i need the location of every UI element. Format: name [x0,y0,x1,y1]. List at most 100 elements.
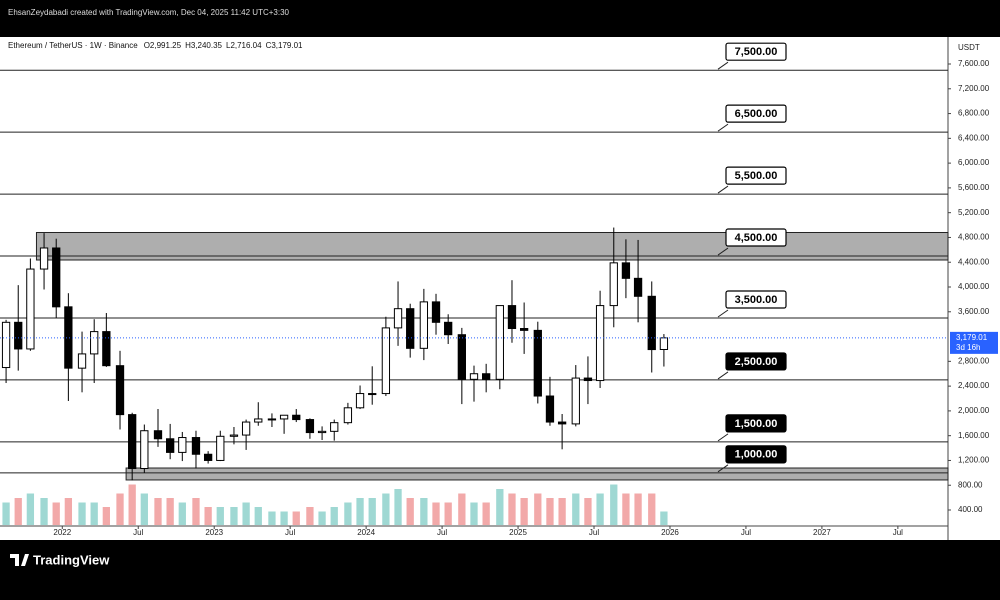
candle-body [267,418,277,421]
level-label: 2,500.00 [735,356,778,368]
candle-body [595,305,605,382]
y-tick-label: 3,600.00 [958,307,990,316]
volume-bar [330,507,338,525]
candle-body [292,414,301,421]
ohlc-key: O [144,41,150,50]
y-tick-label: 800.00 [958,480,983,489]
level-label: 1,000.00 [735,449,778,461]
x-tick-label: Jul [589,528,599,537]
credit: EhsanZeydabadi created with TradingView.… [8,8,290,17]
zone [125,467,949,481]
level-label: 6,500.00 [735,108,778,120]
ohlc-key: L [226,41,231,50]
candle-body [393,308,403,329]
volume-bar [204,507,212,525]
volume-bar [268,511,276,525]
x-tick-label: 2022 [53,528,71,537]
candle-body [166,438,175,453]
candle-body [77,353,87,369]
ohlc-value: 2,991.25 [150,41,182,50]
ohlc-value: 2,716.04 [230,41,262,50]
candle-body [343,407,353,424]
x-tick-label: Jul [285,528,295,537]
volume-bar [292,511,300,525]
volume-bar [444,502,452,525]
volume-bar [420,498,428,525]
volume-bar [634,493,642,525]
ohlc-value: 3,240.35 [191,41,223,50]
candle-body [254,418,263,423]
candle-body [444,321,453,336]
candle-body [533,329,542,397]
level-pointer [717,309,729,318]
level-label: 1,500.00 [735,418,778,430]
level-pointer [717,61,729,70]
volume-bar [520,498,528,525]
volume-bar [406,498,414,525]
volume-bar [596,493,604,525]
volume-bar [572,493,580,525]
candle-body [115,365,125,416]
level-pointer [717,464,729,473]
candle-body [52,247,61,308]
volume-bar [470,502,478,525]
candle-body [406,308,415,349]
level-box [725,352,787,371]
volume-bar [242,502,250,525]
volume-bar [2,502,10,525]
volume-bar [26,493,35,525]
x-tick-label: 2027 [813,528,831,537]
volume-bar [648,493,656,525]
x-tick-label: Jul [133,528,143,537]
volume-bar [496,489,504,525]
volume-bar [318,511,326,525]
candle-body [495,305,504,380]
volume-bar [102,507,110,525]
candle-body [241,421,251,436]
y-tick-label: 6,000.00 [958,158,990,167]
candle-body [153,430,163,440]
volume-bar [610,484,618,525]
level-box [725,228,787,247]
y-tick-label: 7,200.00 [958,84,990,93]
candle-body [26,268,35,350]
ohlc-key: H [185,41,191,50]
volume-bar [116,493,124,525]
candle-body [317,430,327,434]
volume-bar [660,511,668,525]
candle-body [621,262,631,279]
candle-body [178,437,187,453]
volume-bar [230,507,238,525]
candle-body [381,327,391,395]
y-tick-label: 4,000.00 [958,282,990,291]
volume-bar [14,498,22,525]
level-pointer [717,433,729,442]
candle-body [90,331,99,355]
ohlc-value: 3,179.01 [271,41,303,50]
x-tick-label: Jul [437,528,447,537]
candle-body [647,295,656,351]
y-tick-label: 1,200.00 [958,456,990,465]
y-tick-label: 4,800.00 [958,233,990,242]
candle-body [557,421,567,425]
y-tick-label: 5,600.00 [958,183,990,192]
countdown: 3d 16h [956,343,980,352]
last-price-label: 3,179.01 [956,333,988,342]
candle-body [203,453,213,461]
x-tick-label: Jul [741,528,751,537]
candle-body [39,247,49,270]
candle-body [140,430,149,470]
volume-bar [128,484,136,525]
volume-bar [40,498,48,525]
ohlc-key: C [266,41,272,50]
y-tick-label: 2,400.00 [958,381,990,390]
level-pointer [717,123,729,132]
level-box [725,104,787,123]
y-tick-label: 2,000.00 [958,406,990,415]
candle-body [519,328,529,331]
candle-body [482,373,491,380]
volume-bar [394,489,402,525]
volume-bar [140,493,148,525]
